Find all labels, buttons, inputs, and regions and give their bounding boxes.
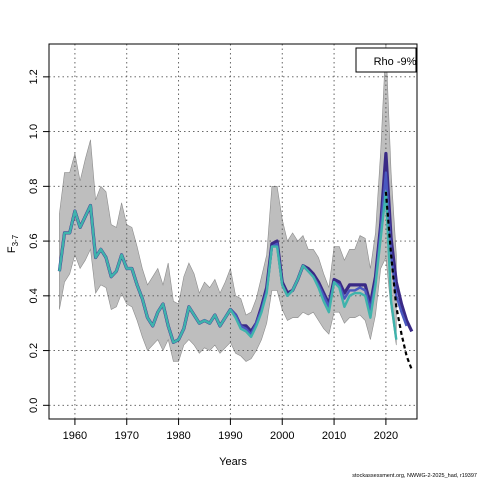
x-tick-label-1980: 1980	[166, 430, 190, 442]
y-axis-label: F3-7	[6, 234, 20, 253]
y-tick-label-4: 0.8	[28, 179, 40, 194]
forecast-line	[384, 191, 413, 371]
x-tick-label-2000: 2000	[270, 430, 294, 442]
legend-box	[355, 47, 417, 73]
y-axis-label-sub: 3-7	[11, 234, 20, 246]
x-tick-label-1990: 1990	[218, 430, 242, 442]
legend-label: Rho -9%	[374, 56, 417, 68]
y-axis-label-main: F	[6, 246, 18, 253]
y-tick-label-6: 1.2	[28, 69, 40, 84]
x-tick-label-2010: 2010	[322, 430, 346, 442]
x-tick-label-2020: 2020	[374, 430, 398, 442]
x-axis-label: Years	[219, 456, 247, 468]
plot-frame	[48, 43, 418, 420]
source-note: stockassessment.org, NWWG-2-2025_had, r1…	[352, 473, 477, 479]
y-tick-label-5: 1.0	[28, 124, 40, 139]
y-tick-label-3: 0.6	[28, 233, 40, 248]
x-tick-label-1960: 1960	[63, 430, 87, 442]
confidence-band	[59, 43, 397, 362]
series-line-main	[58, 190, 398, 344]
y-tick-label-2: 0.4	[28, 288, 40, 303]
x-tick-label-1970: 1970	[115, 430, 139, 442]
y-tick-label-0: 0.0	[28, 398, 40, 413]
y-tick-label-1: 0.2	[28, 343, 40, 358]
